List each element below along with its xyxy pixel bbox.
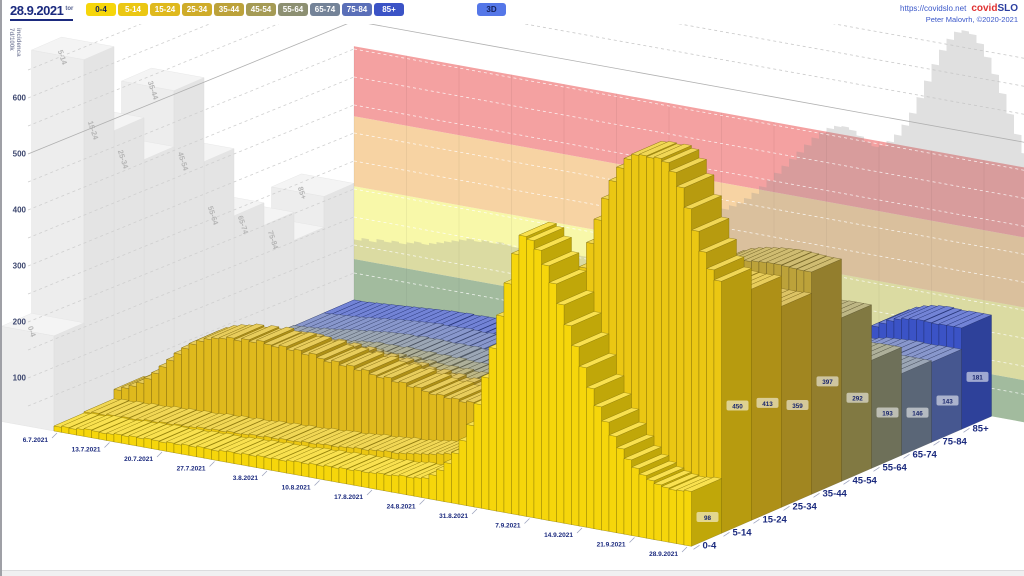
date-axis-label: 14.9.2021 <box>544 532 573 539</box>
end-value-chip <box>876 407 899 418</box>
author-credit: Peter Malovrh, ©2020-2021 <box>925 15 1018 24</box>
age-axis-label: 85+ <box>973 423 990 434</box>
logo-covid: covid <box>971 3 998 14</box>
age-axis-label: 35-44 <box>823 488 848 499</box>
date-display[interactable]: 28.9.2021 tor <box>10 3 74 21</box>
age-axis-label: 65-74 <box>913 449 938 460</box>
date-axis-label: 13.7.2021 <box>72 446 101 453</box>
end-value-label: 143 <box>942 398 953 405</box>
age-filter-5-14[interactable]: 5-14 <box>118 3 148 16</box>
end-value-label: 146 <box>912 411 923 418</box>
date-axis-label: 24.8.2021 <box>387 503 416 510</box>
age-axis-label: 75-84 <box>943 436 968 447</box>
date-axis-label: 31.8.2021 <box>439 513 468 520</box>
date-axis-label: 17.8.2021 <box>334 494 363 501</box>
end-value-chip <box>726 400 749 411</box>
date-axis-label: 27.7.2021 <box>177 465 206 472</box>
end-value-chip <box>756 397 779 408</box>
age-axis-label: 15-24 <box>763 514 788 525</box>
value-axis-tick: 600 <box>13 94 27 103</box>
value-axis-tick: 400 <box>13 206 27 215</box>
end-value-label: 181 <box>972 375 983 382</box>
date-axis-label: 7.9.2021 <box>495 522 521 529</box>
age-axis-label: 0-4 <box>703 540 717 551</box>
age-filter-55-64[interactable]: 55-64 <box>278 3 308 16</box>
age-axis-label: 5-14 <box>733 527 753 538</box>
age-filter-75-84[interactable]: 75-84 <box>342 3 372 16</box>
end-value-chip <box>846 392 869 403</box>
age-axis-label: 25-34 <box>793 501 818 512</box>
end-value-label: 413 <box>762 401 773 408</box>
value-axis-tick: 500 <box>13 150 27 159</box>
date-axis-label: 3.8.2021 <box>233 475 259 482</box>
end-value-label: 292 <box>852 396 863 403</box>
age-axis-label: 55-64 <box>883 462 908 473</box>
brand-block: https://covidslo.net covidSLO Peter Malov… <box>900 2 1018 25</box>
date-axis-label: 28.9.2021 <box>649 551 678 558</box>
value-axis-tick: 200 <box>13 318 27 327</box>
end-value-label: 397 <box>822 379 833 386</box>
end-value-chip <box>696 512 719 523</box>
bars-layer <box>53 141 992 547</box>
date-axis-label: 10.8.2021 <box>282 484 311 491</box>
value-axis-title: incidenca <box>15 28 22 57</box>
covidslo-logo: covidSLO <box>971 3 1018 14</box>
value-axis-title: 7d/100k <box>8 28 15 51</box>
age-filter-25-34[interactable]: 25-34 <box>182 3 212 16</box>
view-3d-button[interactable]: 3D <box>477 3 506 16</box>
age-filter-45-54[interactable]: 45-54 <box>246 3 276 16</box>
date-axis-label: 21.9.2021 <box>597 541 626 548</box>
age-filter-15-24[interactable]: 15-24 <box>150 3 180 16</box>
value-axis-tick: 300 <box>13 262 27 271</box>
logo-slo: SLO <box>997 3 1018 14</box>
end-value-chip <box>906 407 929 418</box>
end-value-label: 359 <box>792 403 803 410</box>
weekday-label: tor <box>65 5 74 12</box>
age-axis-label: 45-54 <box>853 475 878 486</box>
end-value-chip <box>966 371 989 382</box>
end-value-chip <box>936 395 959 406</box>
date-axis-label: 20.7.2021 <box>124 456 153 463</box>
ghost-age-label: 0-4 <box>26 325 38 339</box>
age-filter-85+[interactable]: 85+ <box>374 3 404 16</box>
axis-labels-layer: 6.7.2021 13.7.2021 20.7.2021 27.7.2021 3.8.2… <box>23 371 990 558</box>
end-value-label: 193 <box>882 410 893 417</box>
end-value-chip <box>816 376 839 387</box>
value-axis-tick: 100 <box>13 374 27 383</box>
gridlines-layer: 100 200 300 400 500 600 7d/100k incidenca <box>8 0 1024 407</box>
end-value-label: 98 <box>704 515 712 522</box>
date-axis-label: 6.7.2021 <box>23 437 49 444</box>
age-filter-0-4[interactable]: 0-4 <box>86 3 116 16</box>
end-value-chip <box>786 399 809 410</box>
age-filter-35-44[interactable]: 35-44 <box>214 3 244 16</box>
current-date: 28.9.2021 <box>10 3 64 18</box>
site-link[interactable]: https://covidslo.net <box>900 4 967 13</box>
age-filter-65-74[interactable]: 65-74 <box>310 3 340 16</box>
series-0-4 <box>53 221 722 547</box>
bottom-strip <box>2 570 1024 576</box>
end-value-label: 450 <box>732 403 743 410</box>
age-filter-group: 0-4 5-14 15-24 25-34 35-44 45-54 55-64 65-74 75-… <box>86 3 404 16</box>
ghost-age-label: 85+ <box>296 185 309 200</box>
header: 28.9.2021 tor 0-4 5-14 15-24 25-34 35-44 45-54… <box>2 0 1024 24</box>
